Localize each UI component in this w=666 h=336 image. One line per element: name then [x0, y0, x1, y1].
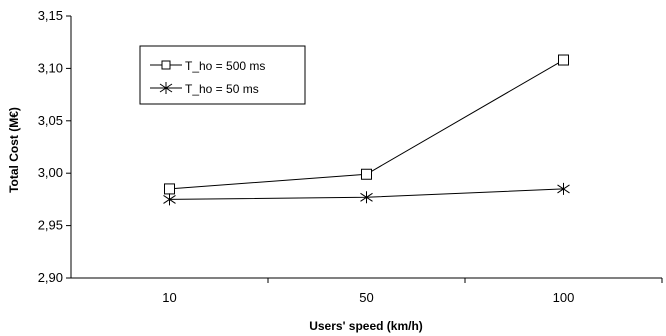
data-point-square — [164, 183, 175, 195]
legend-label-1: T_ho = 50 ms — [185, 82, 259, 96]
data-point-asterisk — [163, 193, 176, 206]
x-axis-ticks: 10 50 100 — [162, 278, 663, 305]
data-point-asterisk — [557, 182, 570, 195]
legend: T_ho = 500 ms T_ho = 50 ms — [139, 45, 306, 105]
x-tick-label: 100 — [553, 290, 575, 305]
legend-item-0: T_ho = 500 ms — [150, 59, 265, 73]
data-point-square — [361, 168, 372, 180]
series-layer — [163, 54, 570, 206]
legend-box — [139, 45, 306, 105]
series-1 — [163, 182, 570, 206]
y-tick-label: 2,95 — [38, 218, 63, 233]
legend-item-1: T_ho = 50 ms — [150, 82, 259, 96]
y-axis-title: Total Cost (M€) — [7, 107, 21, 193]
legend-asterisk-marker — [159, 82, 173, 94]
x-tick-label: 50 — [359, 290, 373, 305]
x-tick-label: 10 — [162, 290, 176, 305]
legend-square-marker — [161, 60, 171, 70]
y-tick-label: 2,90 — [38, 270, 63, 285]
data-point-asterisk — [360, 191, 373, 204]
y-tick-label: 3,15 — [38, 8, 63, 23]
y-tick-label: 3,00 — [38, 165, 63, 180]
x-axis-title: Users' speed (km/h) — [309, 319, 423, 333]
y-tick-label: 3,05 — [38, 113, 63, 128]
legend-label-0: T_ho = 500 ms — [185, 59, 265, 73]
y-tick-label: 3,10 — [38, 60, 63, 75]
y-axis-ticks: 2,90 2,95 3,00 3,05 3,10 3,15 — [38, 8, 71, 285]
data-point-square — [558, 54, 569, 66]
